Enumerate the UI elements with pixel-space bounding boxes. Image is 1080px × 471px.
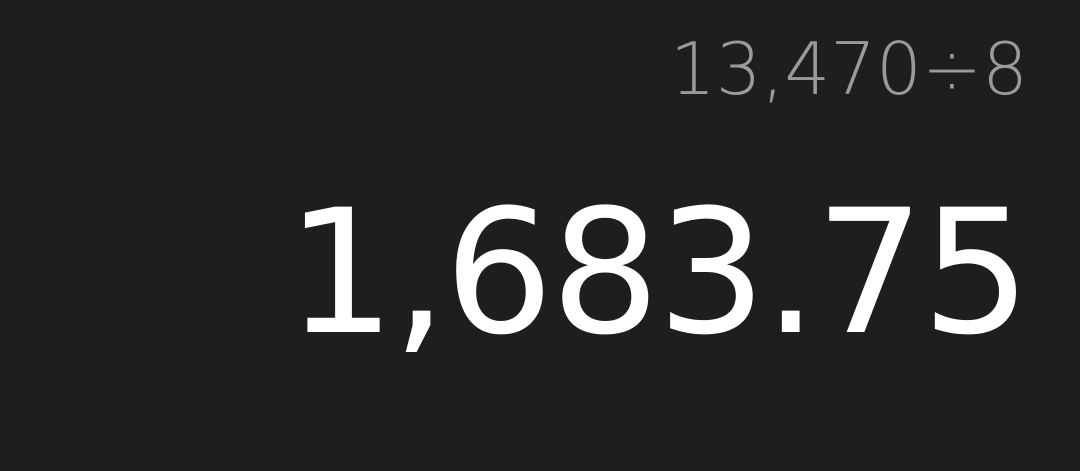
result-text: 1,683.75: [286, 172, 1031, 373]
expression-text[interactable]: 13,470÷8: [669, 27, 1028, 111]
